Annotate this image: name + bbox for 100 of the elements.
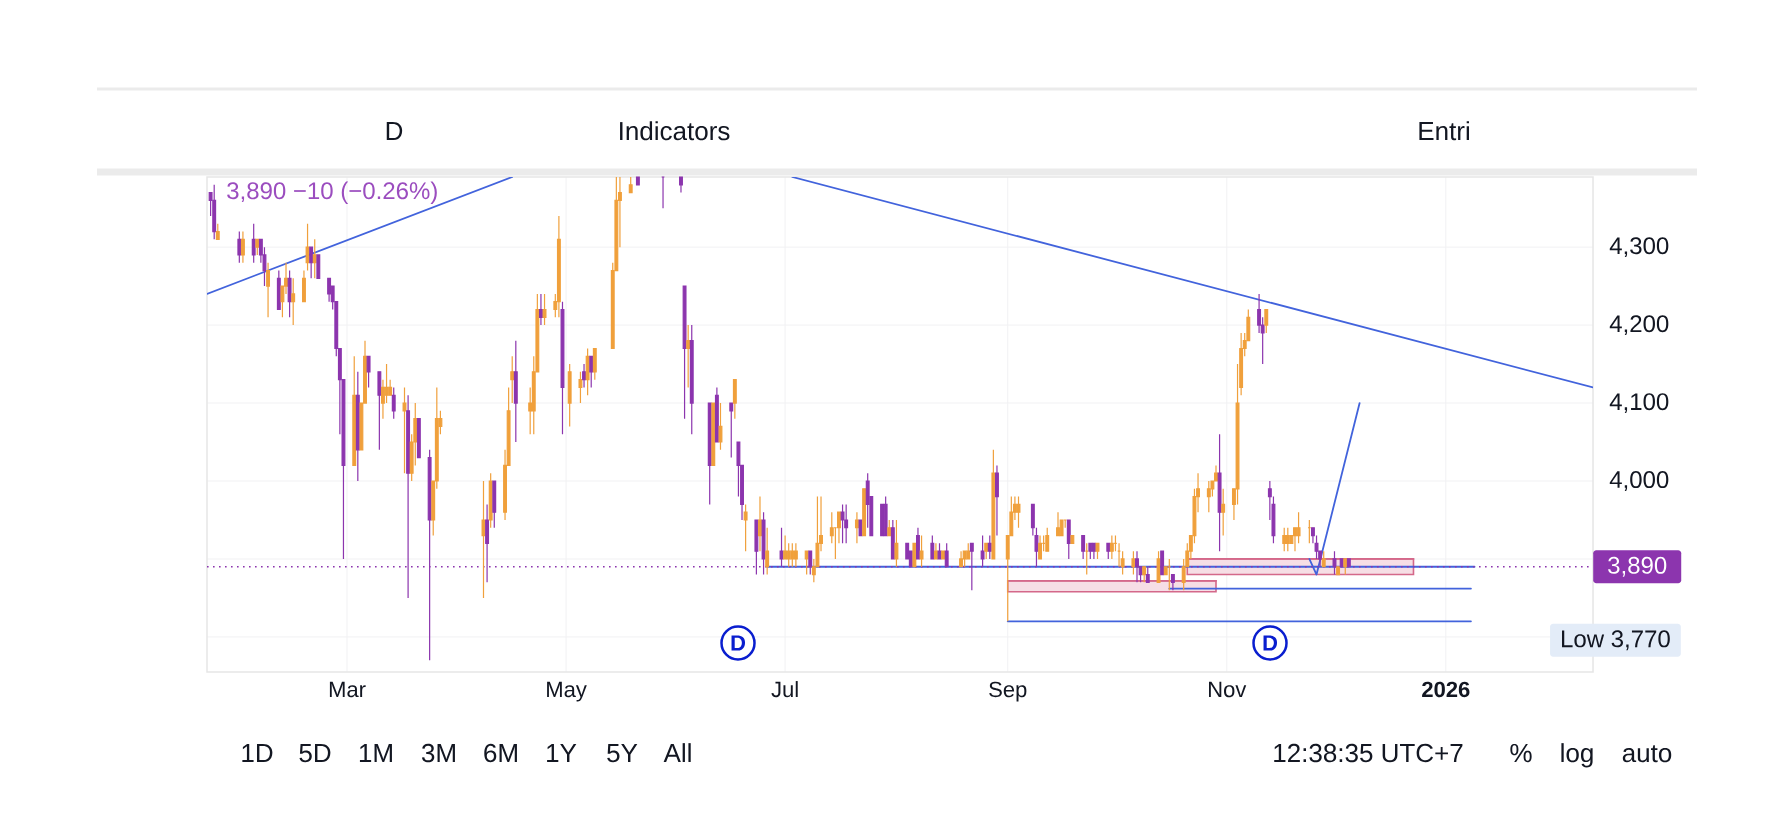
candlestick [352,355,357,467]
candlestick [1221,488,1226,537]
text: % [1510,743,1532,763]
candlestick [686,324,691,389]
candlestick [1131,550,1136,576]
annotation: Low 3,770 [1562,630,1670,651]
candlestick [1091,542,1096,560]
candlestick [1106,542,1111,560]
candlestick [556,215,561,318]
annotation: D [1263,635,1278,651]
text: Indicators [620,121,730,141]
candlestick [840,503,845,544]
candlestick [718,402,723,451]
candlestick [919,534,924,568]
x-tick-label: May [547,681,587,702]
candlestick [1206,480,1211,513]
candlestick [578,371,583,404]
candlestick [1084,542,1089,576]
candlestick [560,301,565,435]
text: All [663,743,691,762]
candlestick [933,542,938,560]
y-tick-label: 4,100 [1609,393,1669,413]
candlestick [1045,527,1050,552]
candlestick [240,230,245,264]
candlestick [844,503,849,544]
candlestick [1109,534,1114,560]
candlestick [510,355,515,404]
text: 3M [421,743,455,763]
candlestick [1038,534,1043,560]
candlestick [237,230,242,264]
candlestick [291,277,296,326]
candlestick [837,511,841,544]
candlestick [711,402,716,467]
candlestick [765,527,770,576]
candlestick [1282,527,1287,552]
y-tick-label: 4,000 [1609,471,1669,491]
text: 12:38:35 UTC+7 [1274,743,1463,763]
candlestick [916,527,920,560]
candlestick [1016,495,1021,529]
x-tick-label: Mar [329,681,366,698]
text: 6M [484,743,517,763]
candlestick [266,262,271,318]
candlestick [930,534,935,560]
candlestick [377,371,382,451]
candlestick [1081,534,1086,560]
candlestick [743,503,748,552]
x-tick-label: 2026 [1422,681,1470,698]
candlestick [366,355,371,389]
text: 1Y [547,744,577,762]
candlestick [887,519,892,537]
text: log [1561,743,1593,768]
candlestick [679,176,683,194]
annotation: 3,890 −10 (−0.26%) [227,181,437,204]
y-tick-label: 4,200 [1609,315,1669,336]
text: auto [1622,745,1672,763]
candlestick [302,269,306,303]
candlestick [635,176,640,186]
candlestick [1310,527,1315,544]
y-tick-label: 4,300 [1609,237,1669,258]
candlestick [689,324,694,435]
candlestick [729,402,734,459]
candlestick [991,449,996,560]
text: 5Y [607,744,638,763]
text: Entri [1419,121,1469,141]
candlestick [567,363,572,428]
candlestick [1095,542,1100,560]
candlestick [391,386,396,420]
candlestick [309,246,314,279]
text: 1M [359,744,392,762]
candlestick [1070,534,1075,544]
candlestick [1088,542,1093,560]
candlestick [937,542,942,560]
candlestick [402,386,407,474]
candlestick [589,355,594,389]
candlestick [1167,558,1172,591]
candlestick [538,293,543,326]
candlestick [959,550,964,568]
candlestick [1142,566,1147,583]
candlestick [582,363,586,389]
candlestick [1217,433,1222,552]
candlestick [212,184,217,240]
candlestick [1056,511,1060,537]
candlestick [984,542,989,560]
text: D [386,122,403,140]
candlestick [542,293,547,326]
candlestick [316,254,321,279]
candlestick [481,480,486,599]
candlestick [894,519,899,568]
candlestick [255,238,260,256]
candlestick [790,542,795,568]
annotation: D [731,635,746,651]
candlestick [1321,550,1326,568]
x-tick-label: Sep [989,681,1027,702]
candlestick [215,223,220,240]
candlestick [854,511,859,544]
candlestick [758,495,762,552]
candlestick [628,176,633,194]
candlestick [793,542,798,568]
candlestick [312,238,317,279]
text: 1D [242,744,273,762]
